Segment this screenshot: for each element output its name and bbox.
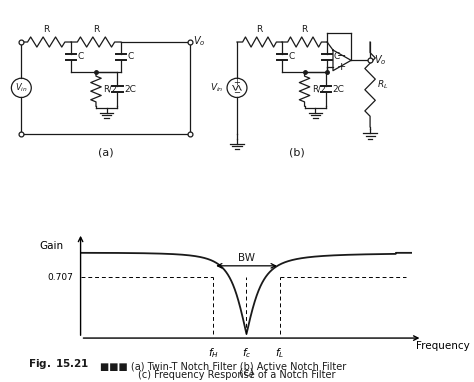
Text: $V_o$: $V_o$ [374, 53, 387, 67]
Text: C: C [128, 52, 134, 62]
Text: $R_L$: $R_L$ [377, 78, 389, 91]
Text: R/2: R/2 [103, 84, 117, 94]
Text: (b): (b) [289, 147, 305, 157]
Text: ■■■ (a) Twin-T Notch Filter (b) Active Notch Filter: ■■■ (a) Twin-T Notch Filter (b) Active N… [100, 361, 346, 371]
Text: $\bf{Fig.\ 15.21}$: $\bf{Fig.\ 15.21}$ [28, 357, 90, 371]
Text: $+$: $+$ [336, 61, 346, 72]
Text: C: C [334, 52, 340, 62]
Text: −: − [234, 88, 240, 97]
Text: Gain: Gain [40, 241, 64, 251]
Text: C: C [78, 52, 84, 62]
Text: BW: BW [238, 253, 255, 262]
Text: R: R [256, 25, 263, 34]
Text: (a): (a) [98, 147, 113, 157]
Text: $V_{in}$: $V_{in}$ [15, 82, 27, 94]
Text: 2C: 2C [333, 84, 345, 94]
Text: C: C [289, 52, 295, 62]
Text: $V_o$: $V_o$ [193, 34, 206, 48]
Text: R: R [93, 25, 99, 34]
Text: (c) Frequency Response of a Notch Filter: (c) Frequency Response of a Notch Filter [138, 370, 336, 380]
Text: $V_{in}$: $V_{in}$ [210, 82, 224, 94]
Text: (c): (c) [239, 367, 254, 377]
Text: R: R [301, 25, 308, 34]
Text: +: + [234, 78, 240, 87]
Text: R: R [43, 25, 49, 34]
Text: $-$: $-$ [336, 49, 346, 59]
Text: Frequency: Frequency [416, 340, 469, 351]
Text: 2C: 2C [124, 84, 136, 94]
Text: R/2: R/2 [312, 84, 326, 94]
